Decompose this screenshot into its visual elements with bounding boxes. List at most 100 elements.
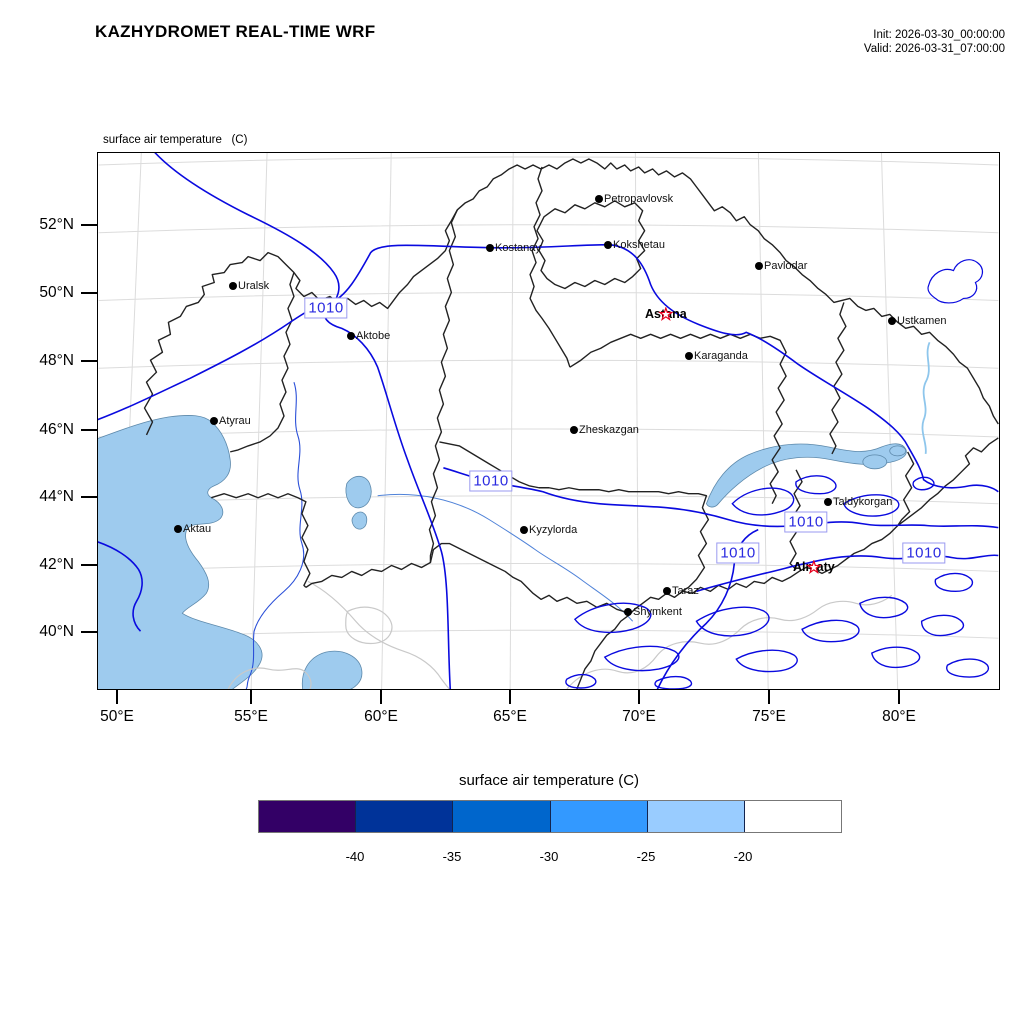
colorbar-swatch <box>646 801 744 832</box>
city-pavlodar: Pavlodar <box>755 260 807 272</box>
graticule <box>98 153 999 689</box>
garabogaz-bay <box>301 650 363 689</box>
colorbar-tick-label: -30 <box>539 849 559 864</box>
lon-label: 65°E <box>493 708 527 725</box>
lat-label: 44°N <box>39 488 74 505</box>
water-bodies <box>98 415 907 689</box>
lat-tick <box>81 224 97 226</box>
city-dot-icon <box>755 262 763 270</box>
lon-tick <box>116 690 118 704</box>
run-timestamps: Init: 2026-03-30_00:00:00 Valid: 2026-03… <box>864 28 1005 56</box>
valid-time: Valid: 2026-03-31_07:00:00 <box>863 43 1005 55</box>
eastkz-border <box>829 302 847 455</box>
mangystau-border <box>211 493 311 588</box>
city-dot-icon <box>824 498 832 506</box>
city-petropavlovsk: Petropavlovsk <box>595 193 673 205</box>
city-taldykorgan: Taldykorgan <box>824 496 892 508</box>
city-almaty: Almaty <box>793 560 835 574</box>
aral-sea-south <box>351 511 368 530</box>
isobar-label: 1010 <box>304 297 348 319</box>
uzboy-river <box>245 381 305 689</box>
colorbar-swatch <box>549 801 647 832</box>
lat-tick <box>81 360 97 362</box>
lon-tick <box>898 690 900 704</box>
lon-tick <box>768 690 770 704</box>
lon-label: 55°E <box>234 708 268 725</box>
lat-label: 40°N <box>39 623 74 640</box>
lat-tick <box>81 292 97 294</box>
lon-label: 70°E <box>622 708 656 725</box>
city-dot-icon <box>888 317 896 325</box>
city-dot-icon <box>685 352 693 360</box>
city-uralsk: Uralsk <box>229 280 269 292</box>
city-dot-icon <box>229 282 237 290</box>
karaganda-border <box>569 333 787 505</box>
isobar-label: 1010 <box>784 511 828 533</box>
city-dot-icon <box>604 241 612 249</box>
colorbar-title: surface air temperature (C) <box>458 772 640 789</box>
lat-label: 42°N <box>39 556 74 573</box>
colorbar-tick-label: -35 <box>442 849 462 864</box>
lat-label: 46°N <box>39 421 74 438</box>
city-dot-icon <box>570 426 578 434</box>
lat-label: 50°N <box>39 284 74 301</box>
map-canvas <box>98 153 999 689</box>
colorbar-swatch <box>259 801 356 832</box>
lake-alakol <box>862 454 888 470</box>
colorbar-swatch <box>452 801 550 832</box>
lon-tick <box>250 690 252 704</box>
init-time: Init: 2026-03-30_00:00:00 <box>873 29 1005 41</box>
page-title: KAZHYDROMET REAL-TIME WRF <box>95 22 376 41</box>
colorbar-tick-label: -20 <box>733 849 753 864</box>
lat-tick <box>81 631 97 633</box>
lon-label: 60°E <box>364 708 398 725</box>
isobar-label: 1010 <box>716 542 760 564</box>
aral-sea <box>345 475 372 509</box>
city-dot-icon <box>663 587 671 595</box>
kostanay-border <box>529 166 571 368</box>
city-dot-icon <box>210 417 218 425</box>
city-ustkamen: Ustkamen <box>888 315 947 327</box>
city-atyrau: Atyrau <box>210 415 251 427</box>
colorbar-swatch <box>355 801 453 832</box>
city-dot-icon <box>520 526 528 534</box>
city-taraz: Taraz <box>663 585 699 597</box>
lon-tick <box>638 690 640 704</box>
lat-label: 52°N <box>39 216 74 233</box>
syrdarya-river <box>377 493 634 622</box>
colorbar-tick-label: -25 <box>636 849 656 864</box>
capital-star-icon <box>658 307 674 321</box>
lat-tick <box>81 429 97 431</box>
colorbar <box>258 800 842 833</box>
city-dot-icon <box>486 244 494 252</box>
lake-zaysan-outline <box>927 259 983 304</box>
rivers <box>245 341 931 689</box>
irtysh-river <box>921 341 931 455</box>
kyzylorda-border <box>439 441 710 592</box>
westkz-border <box>230 272 295 453</box>
isobar-label: 1010 <box>902 542 946 564</box>
isobar-label: 1010 <box>469 470 513 492</box>
caspian-sea <box>98 415 263 689</box>
city-dot-icon <box>624 608 632 616</box>
city-aktobe: Aktobe <box>347 330 390 342</box>
city-aktau: Aktau <box>174 523 211 535</box>
mountain-contour-loops <box>565 475 990 689</box>
city-dot-icon <box>595 195 603 203</box>
aktobe-east-border <box>428 209 458 563</box>
city-astana: Astana <box>645 307 687 321</box>
kz-south-border <box>305 542 630 614</box>
kokshetau-border <box>536 200 646 290</box>
city-dot-icon <box>174 525 182 533</box>
lon-tick <box>380 690 382 704</box>
wrf-map: 1010 1010 1010 1010 1010 Petropavlovsk K… <box>97 152 1000 690</box>
colorbar-tick-label: -40 <box>345 849 365 864</box>
city-dot-icon <box>347 332 355 340</box>
lat-tick <box>81 496 97 498</box>
neighbor-country-borders <box>227 580 893 689</box>
city-shymkent: Shymkent <box>624 606 682 618</box>
colorbar-swatch <box>743 801 842 832</box>
lon-label: 75°E <box>752 708 786 725</box>
kz-north-border <box>143 158 999 436</box>
lake-sasykkol <box>889 445 907 457</box>
